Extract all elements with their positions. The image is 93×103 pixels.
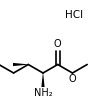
Text: O: O <box>69 74 76 84</box>
Text: O: O <box>54 39 62 49</box>
Polygon shape <box>13 63 28 66</box>
Text: HCl: HCl <box>65 10 83 20</box>
Text: NH₂: NH₂ <box>34 88 52 98</box>
Polygon shape <box>41 73 45 87</box>
